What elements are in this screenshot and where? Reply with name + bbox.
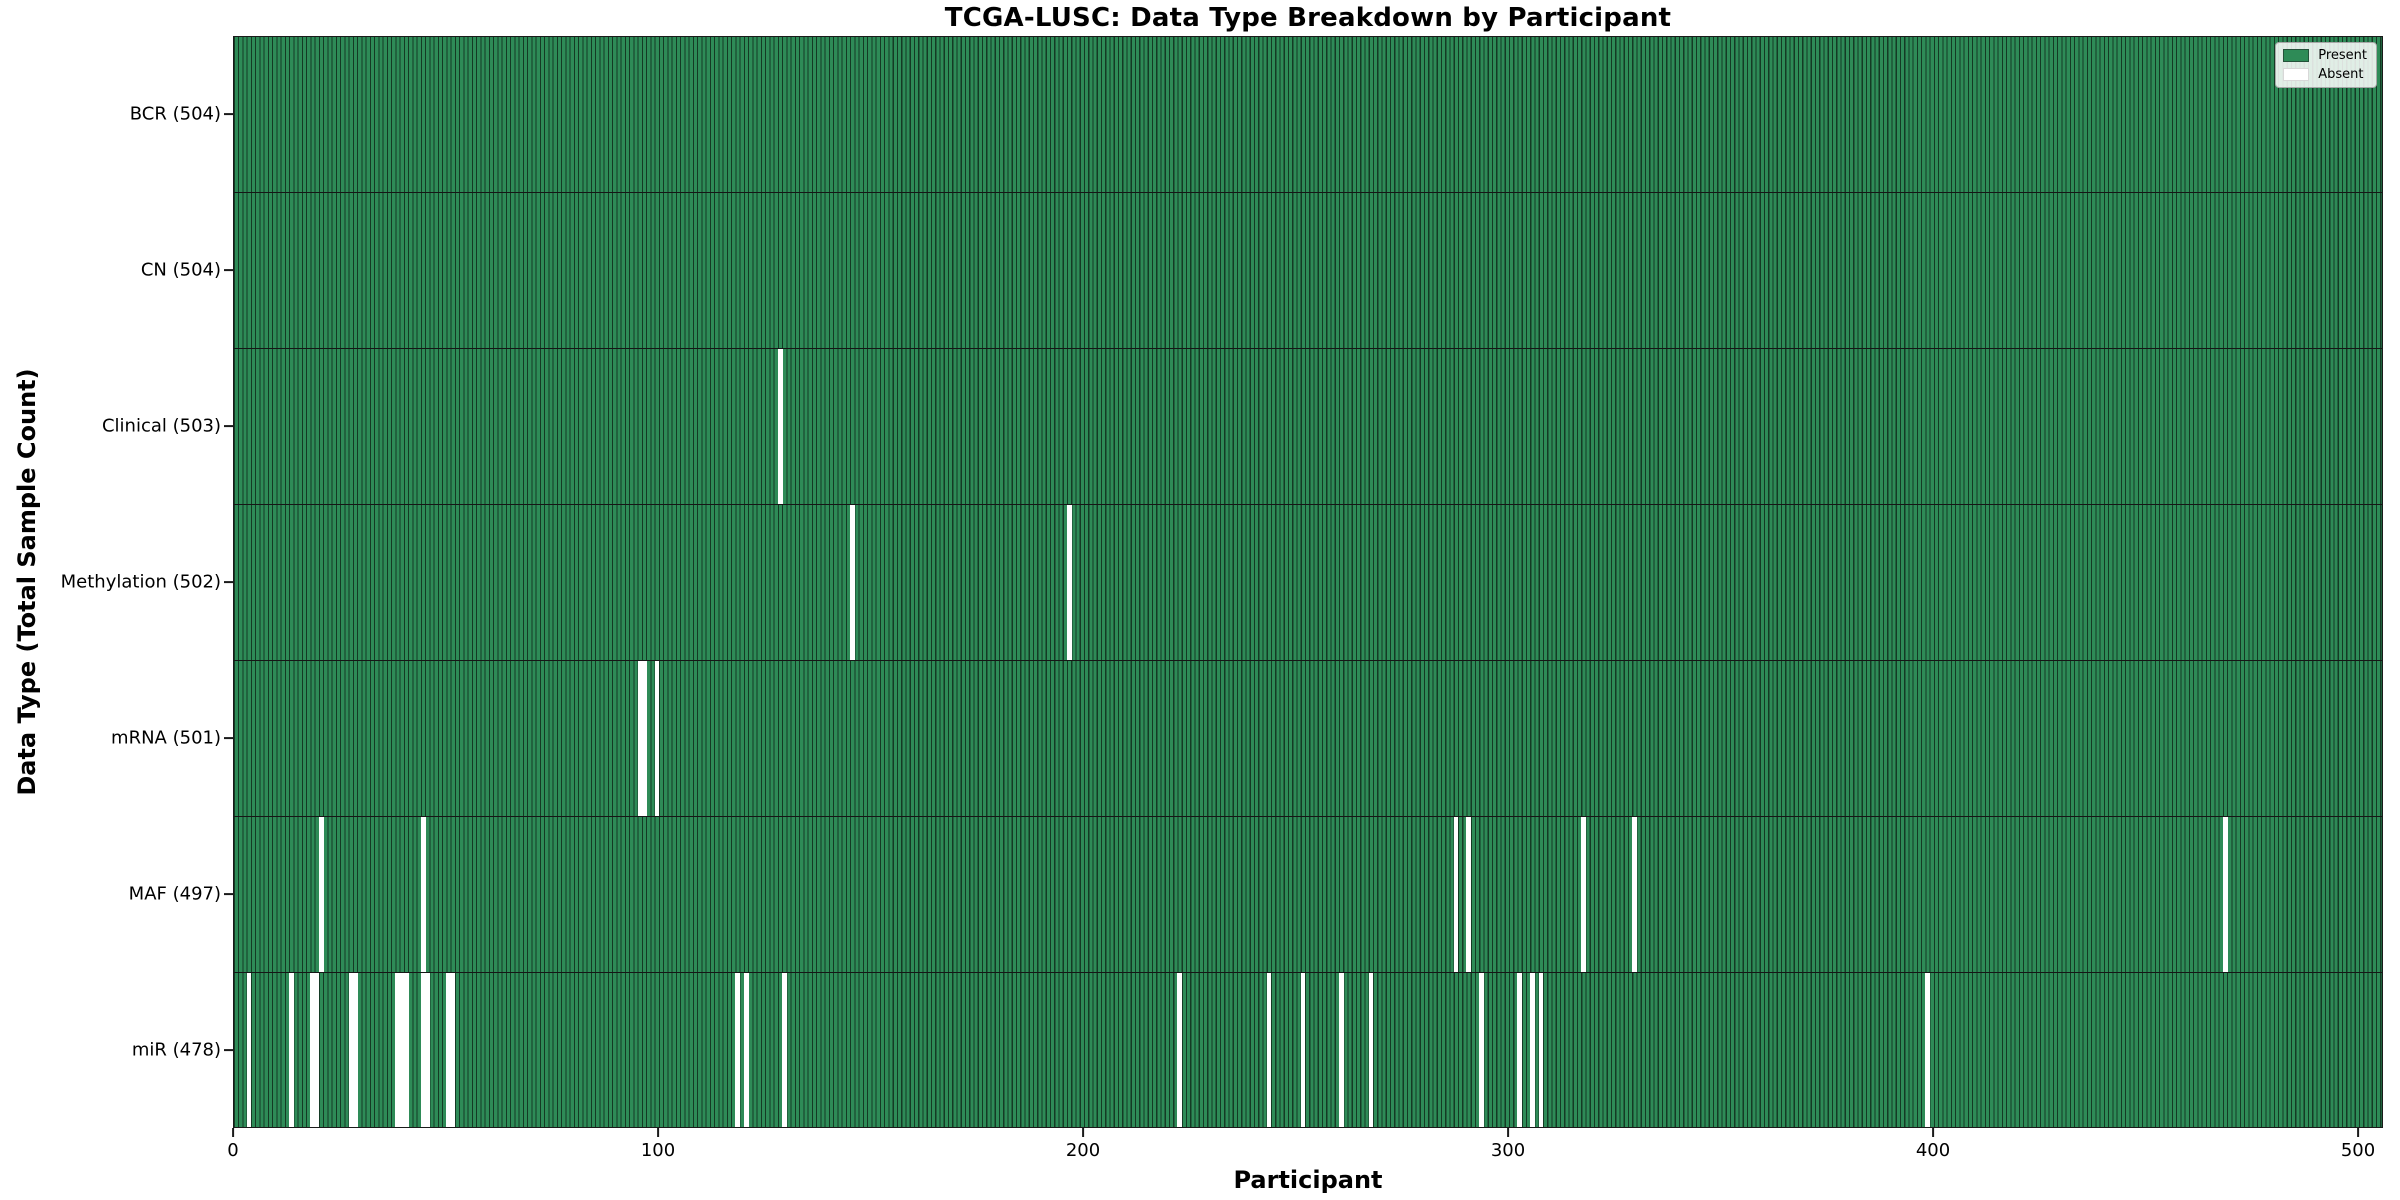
y-tick-mark xyxy=(224,1049,233,1051)
absent-gap xyxy=(310,973,315,1127)
x-tick-label-100: 100 xyxy=(640,1140,676,1161)
x-tick-label-0: 0 xyxy=(227,1140,239,1161)
absent-gap xyxy=(743,973,749,1127)
row-clinical xyxy=(234,349,2382,505)
y-tick-label-methylation: Methylation (502) xyxy=(60,571,221,593)
absent-gap xyxy=(1300,973,1306,1127)
absent-gap xyxy=(735,973,740,1127)
absent-gap xyxy=(637,661,643,816)
x-tick-mark xyxy=(2357,1128,2359,1137)
x-tick-mark xyxy=(657,1128,659,1137)
row-mir xyxy=(234,973,2382,1127)
y-tick-label-mir: miR (478) xyxy=(131,1039,221,1061)
absent-gap xyxy=(1581,817,1586,972)
absent-gap xyxy=(1177,973,1182,1127)
absent-gap xyxy=(850,505,855,660)
absent-gap xyxy=(654,661,660,816)
y-tick-mark xyxy=(224,737,233,739)
x-tick-label-400: 400 xyxy=(1915,1140,1951,1161)
absent-gap xyxy=(1453,817,1459,972)
absent-gap xyxy=(1479,973,1484,1127)
legend-item-present: Present xyxy=(2283,49,2367,62)
plot-area: Present Absent xyxy=(233,36,2383,1128)
absent-gap xyxy=(420,973,426,1127)
x-tick-label-200: 200 xyxy=(1065,1140,1101,1161)
y-tick-mark xyxy=(224,581,233,583)
y-tick-mark xyxy=(224,269,233,271)
absent-gap xyxy=(641,661,647,816)
absent-gap xyxy=(395,973,400,1127)
row-methylation xyxy=(234,505,2382,661)
chart-title: TCGA-LUSC: Data Type Breakdown by Partic… xyxy=(944,3,1672,33)
absent-gap xyxy=(1632,817,1637,972)
absent-gap xyxy=(420,817,426,972)
absent-gap xyxy=(352,973,358,1127)
x-tick-label-300: 300 xyxy=(1490,1140,1526,1161)
absent-gap xyxy=(318,817,324,972)
row-maf xyxy=(234,817,2382,973)
absent-gap xyxy=(1925,973,1930,1127)
y-tick-label-mrna: mRNA (501) xyxy=(111,727,221,749)
x-tick-mark xyxy=(1932,1128,1934,1137)
y-axis-label: Data Type (Total Sample Count) xyxy=(13,368,41,796)
y-tick-label-bcr: BCR (504) xyxy=(129,103,221,125)
absent-gap xyxy=(314,973,320,1127)
absent-gap xyxy=(348,973,354,1127)
x-tick-mark xyxy=(232,1128,234,1137)
absent-gap xyxy=(403,973,409,1127)
absent-gap xyxy=(289,973,294,1127)
legend-item-absent: Absent xyxy=(2283,68,2367,81)
absent-gap xyxy=(1517,973,1522,1127)
absent-gap xyxy=(446,973,451,1127)
row-cn xyxy=(234,193,2382,349)
present-swatch-icon xyxy=(2283,49,2310,62)
absent-gap xyxy=(1466,817,1471,972)
x-tick-label-500: 500 xyxy=(2340,1140,2376,1161)
absent-gap xyxy=(1530,973,1535,1127)
absent-gap xyxy=(425,973,430,1127)
row-bcr xyxy=(234,37,2382,193)
legend-absent-label: Absent xyxy=(2318,67,2364,82)
legend-present-label: Present xyxy=(2318,48,2367,63)
absent-gap xyxy=(777,349,783,504)
absent-gap xyxy=(450,973,456,1127)
x-axis-label: Participant xyxy=(1233,1166,1383,1194)
y-tick-label-maf: MAF (497) xyxy=(128,883,221,905)
x-tick-mark xyxy=(1507,1128,1509,1137)
absent-gap xyxy=(399,973,405,1127)
absent-gap xyxy=(1066,505,1072,660)
y-tick-label-clinical: Clinical (503) xyxy=(101,415,221,437)
absent-swatch-icon xyxy=(2283,68,2310,81)
absent-gap xyxy=(1338,973,1344,1127)
row-mrna xyxy=(234,661,2382,817)
y-tick-mark xyxy=(224,425,233,427)
absent-gap xyxy=(246,973,252,1127)
absent-gap xyxy=(1368,973,1374,1127)
absent-gap xyxy=(1266,973,1272,1127)
absent-gap xyxy=(1538,973,1544,1127)
y-tick-mark xyxy=(224,893,233,895)
y-tick-label-cn: CN (504) xyxy=(140,259,221,281)
y-tick-mark xyxy=(224,113,233,115)
absent-gap xyxy=(782,973,787,1127)
absent-gap xyxy=(2222,817,2228,972)
x-tick-mark xyxy=(1082,1128,1084,1137)
legend: Present Absent xyxy=(2275,42,2377,88)
